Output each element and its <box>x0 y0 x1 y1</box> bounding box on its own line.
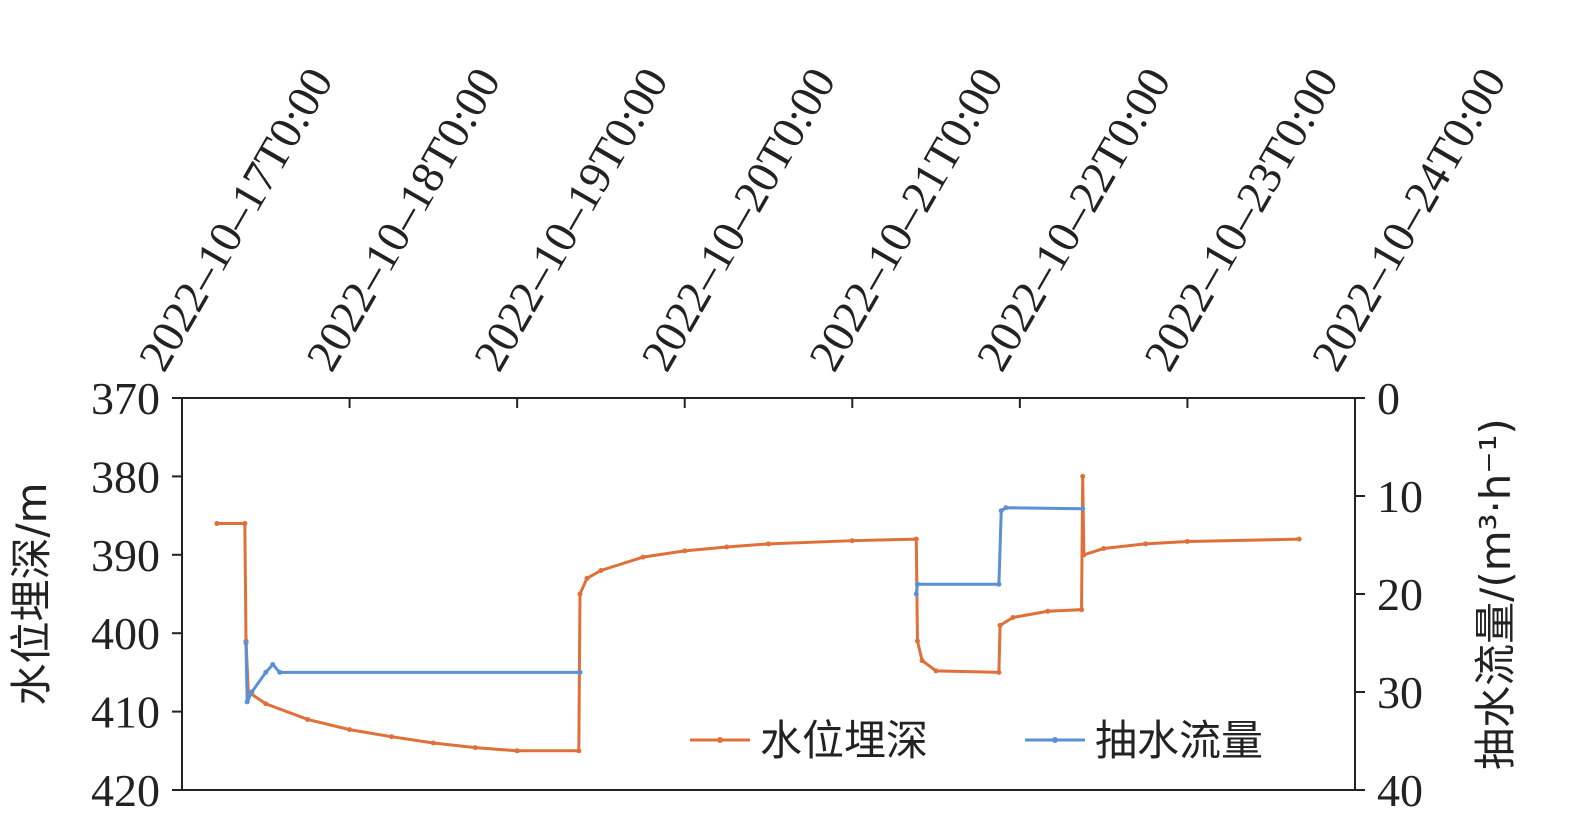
legend-marker <box>1052 737 1058 743</box>
series-marker <box>244 699 250 705</box>
y2-tick-label: 20 <box>1377 569 1423 620</box>
series-marker <box>243 640 249 646</box>
series-marker <box>1080 473 1086 479</box>
y-tick-label: 400 <box>91 608 160 659</box>
series-marker <box>996 581 1002 587</box>
series-marker <box>577 591 583 597</box>
series-marker <box>263 701 269 707</box>
y-axis-title: 水位埋深/m <box>7 482 56 705</box>
series-marker <box>514 748 520 754</box>
series-marker <box>277 669 283 675</box>
y2-tick-label: 0 <box>1377 373 1400 424</box>
series-marker <box>996 669 1002 675</box>
series-marker <box>388 734 394 740</box>
y-tick-label: 380 <box>91 451 160 502</box>
series-marker <box>472 745 478 751</box>
legend-label: 水位埋深 <box>760 716 928 765</box>
legend-marker <box>717 737 723 743</box>
series-marker <box>263 669 269 675</box>
series-marker <box>1079 607 1085 613</box>
series-marker <box>577 669 583 675</box>
y-tick-label: 370 <box>91 373 160 424</box>
y-tick-label: 420 <box>91 765 160 816</box>
series-marker <box>997 622 1003 628</box>
series-marker <box>998 508 1004 514</box>
series-marker <box>640 554 646 560</box>
y2-axis-title: 抽水流量/(m³·h⁻¹) <box>1471 418 1520 770</box>
series-marker <box>1080 506 1086 512</box>
series-marker <box>1184 538 1190 544</box>
series-marker <box>214 520 220 526</box>
series-marker <box>914 638 920 644</box>
series-marker <box>849 538 855 544</box>
series-marker <box>242 520 248 526</box>
series-marker <box>598 567 604 573</box>
y-tick-label: 410 <box>91 687 160 738</box>
series-marker <box>305 716 311 722</box>
series-marker <box>914 581 920 587</box>
series-marker <box>766 541 771 547</box>
legend-label: 抽水流量 <box>1095 716 1263 765</box>
series-marker <box>249 689 255 695</box>
series-marker <box>1010 615 1016 621</box>
y-tick-label: 390 <box>91 530 160 581</box>
y2-tick-label: 10 <box>1377 471 1423 522</box>
series-marker <box>682 548 688 554</box>
series-marker <box>270 662 276 668</box>
series-marker <box>584 575 590 581</box>
series-marker <box>724 544 730 550</box>
series-marker <box>1045 608 1051 614</box>
series-marker <box>913 591 919 597</box>
series-marker <box>1143 541 1149 547</box>
y2-tick-label: 30 <box>1377 667 1423 718</box>
series-marker <box>1101 546 1107 552</box>
series-marker <box>919 658 925 664</box>
series-marker <box>913 536 919 542</box>
series-marker <box>1003 505 1009 511</box>
series-marker <box>576 748 582 754</box>
y2-tick-label: 40 <box>1377 765 1423 816</box>
series-marker <box>933 668 939 674</box>
series-marker <box>430 740 436 746</box>
series-marker <box>1081 552 1087 558</box>
series-marker <box>1296 536 1302 542</box>
series-marker <box>347 727 353 733</box>
series-line <box>216 476 1300 753</box>
